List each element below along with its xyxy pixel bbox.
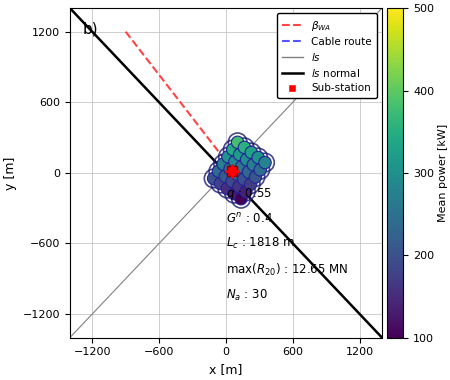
Point bbox=[229, 178, 236, 184]
Point bbox=[224, 185, 231, 192]
Point bbox=[240, 176, 248, 182]
Point bbox=[255, 154, 262, 160]
Text: $q$ : 0.55
$G^n$ : 0.4
$L_c$ : 1818 m
$\mathrm{max}(R_{20})$ : 12.65 MN
$N_a$ : : $q$ : 0.55 $G^n$ : 0.4 $L_c$ : 1818 m $\… bbox=[226, 186, 348, 303]
Point bbox=[248, 149, 255, 155]
Point bbox=[217, 180, 224, 187]
Point bbox=[243, 157, 250, 163]
Point bbox=[241, 144, 248, 150]
Point bbox=[235, 184, 243, 190]
Point bbox=[238, 196, 245, 202]
Point bbox=[255, 154, 262, 160]
Point bbox=[236, 152, 243, 158]
Point bbox=[248, 149, 255, 155]
Point bbox=[220, 161, 227, 167]
Point bbox=[225, 154, 232, 160]
Text: b): b) bbox=[82, 21, 98, 36]
Point bbox=[231, 159, 239, 165]
X-axis label: x [m]: x [m] bbox=[209, 363, 243, 376]
Point bbox=[215, 168, 222, 174]
Point bbox=[226, 166, 234, 172]
Point bbox=[225, 154, 232, 160]
Point bbox=[229, 178, 236, 184]
Point bbox=[235, 184, 243, 190]
Point bbox=[256, 167, 264, 173]
Point bbox=[231, 159, 239, 165]
Legend: $\beta_{WA}$, Cable route, $ls$, $ls$ normal, Sub-station: $\beta_{WA}$, Cable route, $ls$, $ls$ no… bbox=[276, 13, 377, 98]
Point bbox=[261, 160, 269, 166]
Point bbox=[252, 174, 259, 180]
Point bbox=[261, 160, 269, 166]
Point bbox=[245, 169, 252, 175]
Point bbox=[229, 147, 236, 153]
Point bbox=[241, 144, 248, 150]
Point bbox=[230, 191, 238, 197]
Point bbox=[240, 176, 248, 182]
Point bbox=[238, 196, 245, 202]
Point bbox=[238, 164, 245, 170]
Point bbox=[210, 176, 217, 182]
Point bbox=[224, 185, 231, 192]
Point bbox=[210, 176, 217, 182]
Point bbox=[222, 173, 229, 179]
Point bbox=[220, 161, 227, 167]
Point bbox=[247, 181, 254, 187]
Point bbox=[242, 188, 249, 195]
Y-axis label: y [m]: y [m] bbox=[4, 156, 17, 190]
Point bbox=[250, 162, 257, 168]
Point bbox=[247, 181, 254, 187]
Point bbox=[226, 166, 234, 172]
Point bbox=[242, 188, 249, 195]
Point bbox=[252, 174, 259, 180]
Point bbox=[222, 173, 229, 179]
Point bbox=[234, 139, 241, 146]
Point bbox=[230, 191, 238, 197]
Point bbox=[236, 152, 243, 158]
Y-axis label: Mean power [kW]: Mean power [kW] bbox=[438, 124, 449, 222]
Point bbox=[215, 168, 222, 174]
Point bbox=[229, 147, 236, 153]
Point bbox=[256, 167, 264, 173]
Point bbox=[243, 157, 250, 163]
Point bbox=[250, 162, 257, 168]
Point bbox=[233, 171, 240, 177]
Point bbox=[238, 164, 245, 170]
Point bbox=[233, 171, 240, 177]
Point bbox=[217, 180, 224, 187]
Point bbox=[234, 139, 241, 146]
Point bbox=[245, 169, 252, 175]
